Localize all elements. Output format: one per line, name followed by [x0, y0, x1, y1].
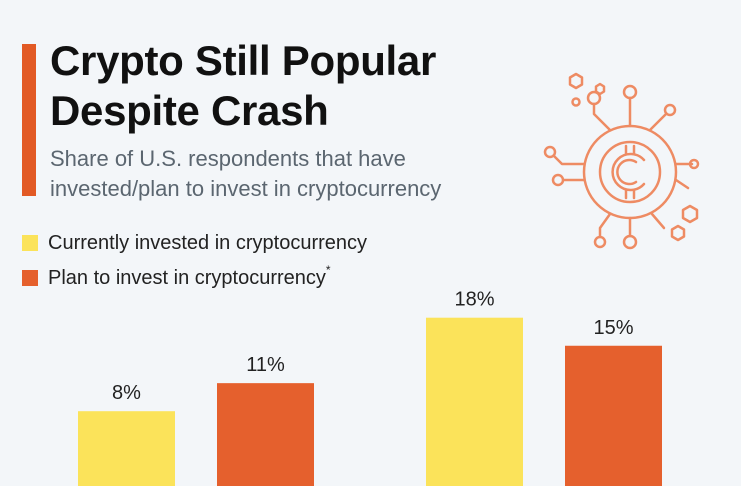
legend-label-invested: Currently invested in cryptocurrency	[48, 231, 368, 254]
chart-subtitle: Share of U.S. respondents that have inve…	[50, 144, 550, 204]
title-accent-bar	[22, 44, 36, 196]
bar-label-invested-group-2: 18%	[454, 289, 494, 311]
chart-title-line-2: Despite Crash	[50, 87, 329, 134]
bar-label-plan-group-1: 11%	[246, 354, 285, 376]
crypto-coin-circuit-icon	[543, 72, 700, 250]
bar-label-invested-group-1: 8%	[112, 382, 141, 404]
legend-swatch-invested	[22, 235, 38, 251]
bar-invested-group-2	[426, 317, 523, 486]
bar-label-plan-group-2: 15%	[593, 317, 633, 339]
chart-title: Crypto Still Popular Despite Crash	[50, 36, 436, 136]
legend-footnote-marker: *	[325, 263, 331, 277]
chart-title-line-1: Crypto Still Popular	[50, 37, 437, 84]
legend-item-invested: Currently invested in cryptocurrency	[22, 230, 367, 256]
bar-plan-group-2	[565, 345, 662, 486]
legend-item-plan: Plan to invest in cryptocurrency *	[22, 263, 367, 291]
chart-subtitle-line-1: Share of U.S. respondents that have	[50, 146, 406, 171]
bar-invested-group-1	[78, 411, 175, 486]
chart-legend: Currently invested in cryptocurrency Pla…	[22, 230, 367, 300]
bar-plan-group-1	[217, 383, 314, 486]
chart-subtitle-line-2: invested/plan to invest in cryptocurrenc…	[50, 176, 442, 201]
legend-swatch-plan	[22, 270, 38, 286]
legend-label-plan: Plan to invest in cryptocurrency	[48, 266, 326, 289]
